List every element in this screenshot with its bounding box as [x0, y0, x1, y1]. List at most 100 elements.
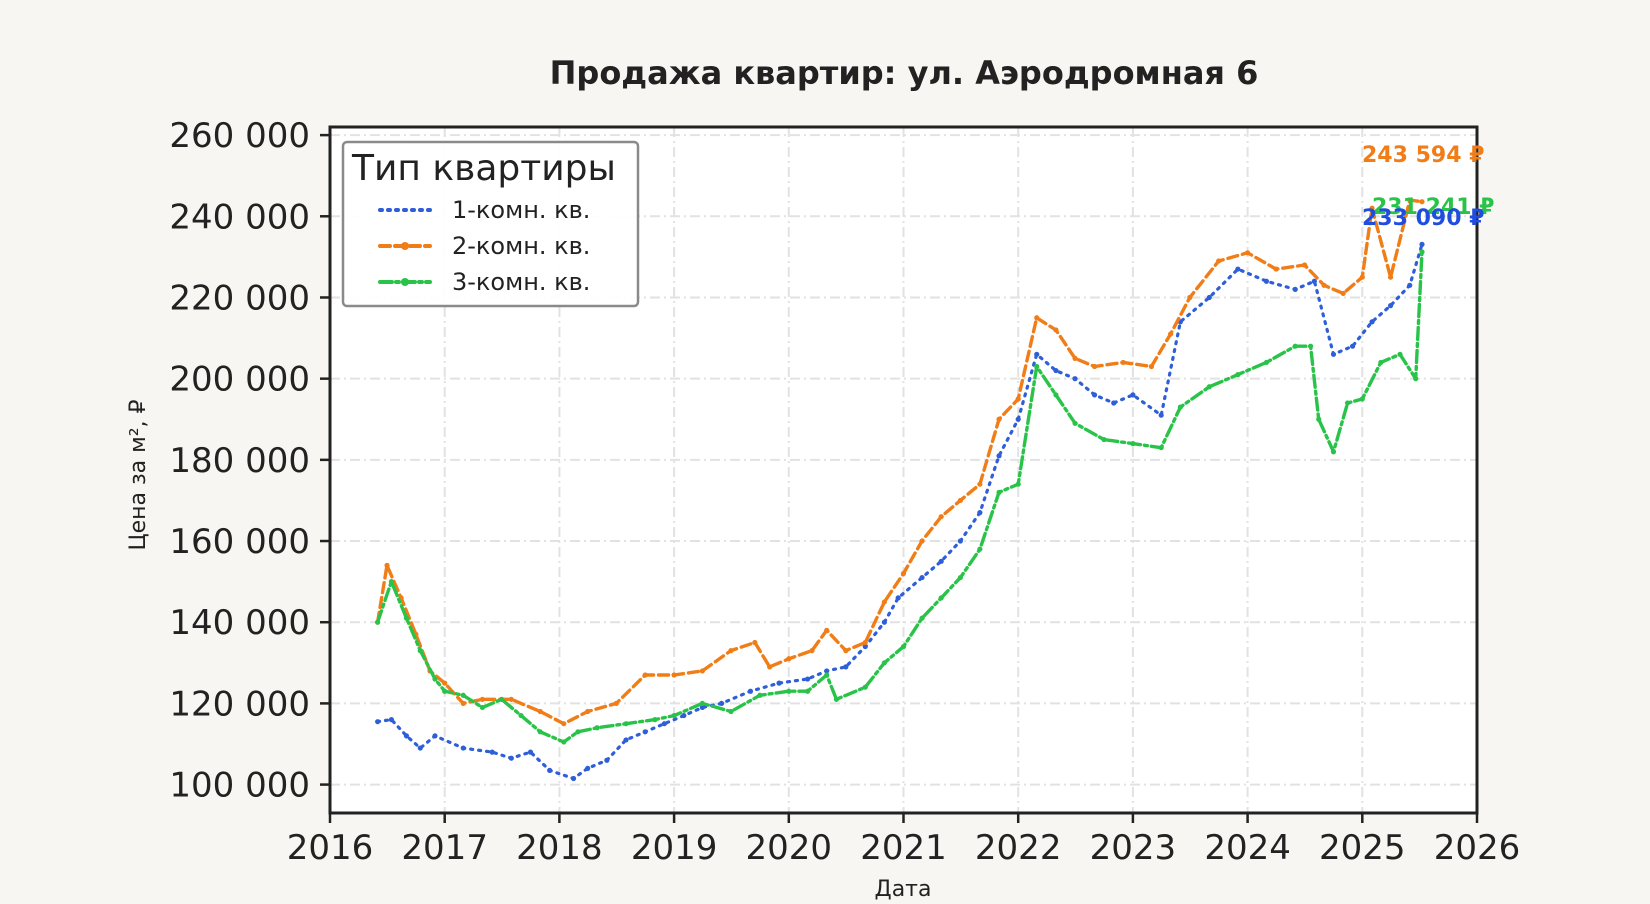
series-point-1 [489, 749, 495, 755]
legend-label-3: 3-комн. кв. [452, 268, 590, 296]
y-tick-label: 220 000 [169, 278, 310, 318]
series-point-2 [1302, 262, 1308, 268]
series-point-3 [417, 648, 423, 654]
series-point-3 [1015, 481, 1021, 487]
series-point-3 [1419, 249, 1425, 255]
series-point-3 [728, 708, 734, 715]
x-tick-label: 2023 [1090, 828, 1177, 868]
end-labels: 243 594 ₽ 231 241 ₽233 090 ₽ [1362, 143, 1494, 231]
series-point-1 [1387, 303, 1394, 309]
x-tick-label: 2020 [746, 828, 833, 868]
series-point-3 [460, 692, 466, 698]
series-point-2 [1034, 315, 1040, 321]
series-point-3 [479, 704, 486, 711]
series-point-2 [442, 680, 448, 686]
series-point-1 [1091, 392, 1098, 398]
series-point-1 [862, 643, 868, 650]
series-point-1 [432, 733, 438, 739]
series-point-3 [900, 643, 907, 650]
series-point-3 [1101, 436, 1107, 443]
series-point-3 [957, 574, 963, 581]
series-point-3 [537, 729, 543, 735]
series-point-1 [547, 767, 553, 773]
series-point-2 [1015, 396, 1021, 402]
series-point-3 [561, 739, 567, 745]
series-point-3 [786, 688, 792, 694]
series-point-3 [1177, 404, 1183, 410]
series-point-1 [570, 775, 577, 782]
series-point-1 [1349, 343, 1356, 349]
series-point-1 [1292, 286, 1298, 292]
series-point-2 [900, 570, 907, 577]
series-point-2 [1369, 205, 1375, 211]
series-point-2 [824, 627, 830, 633]
series-point-1 [957, 538, 963, 544]
y-tick-label: 200 000 [169, 360, 310, 400]
series-point-3 [1344, 400, 1351, 406]
end-value-label: 233 090 ₽ [1362, 206, 1484, 231]
series-point-2 [786, 656, 792, 662]
series-point-1 [843, 664, 849, 670]
series-point-2 [1053, 327, 1059, 333]
series-point-2 [699, 668, 705, 674]
series-point-2 [1187, 294, 1193, 301]
x-tick-label: 2019 [631, 828, 718, 868]
series-point-3 [824, 672, 830, 678]
series-point-3 [1330, 449, 1337, 455]
series-point-2 [1245, 250, 1251, 256]
series-point-2 [1148, 363, 1155, 370]
series-point-3 [1206, 384, 1212, 390]
series-point-3 [652, 717, 658, 723]
series-point-2 [460, 700, 466, 707]
series-point-1 [977, 510, 983, 516]
series-point-1 [1206, 294, 1212, 301]
series-point-2 [938, 514, 944, 520]
legend-box [341, 140, 640, 308]
series-point-2 [809, 648, 815, 654]
series-point-1 [661, 721, 667, 727]
series-point-1 [1369, 319, 1375, 325]
series-point-2 [508, 696, 514, 702]
series-point-1 [1419, 241, 1425, 247]
series-point-1 [1015, 416, 1021, 422]
series-point-1 [460, 745, 466, 751]
series-point-2 [881, 599, 887, 605]
series-point-3 [518, 712, 524, 719]
end-value-label: 243 594 ₽ [1362, 143, 1484, 168]
y-tick-label: 180 000 [169, 441, 310, 481]
series-point-2 [957, 497, 963, 504]
series-point-1 [623, 737, 629, 743]
series-point-2 [752, 639, 758, 646]
axes: 2016 2017 2018 2019 2020 2021 2022 2023 2024 2025… [169, 116, 1520, 868]
series-point-2 [1072, 355, 1078, 361]
series-point-1 [1330, 351, 1337, 357]
y-tick-label: 260 000 [169, 116, 310, 156]
series-point-1 [938, 558, 944, 564]
series-point-2 [843, 648, 849, 654]
series-point-2 [1359, 274, 1365, 280]
series-point-1 [996, 453, 1002, 459]
series-point-2 [1419, 199, 1425, 205]
series-point-2 [384, 562, 390, 568]
y-tick-label: 120 000 [169, 684, 310, 724]
chart-title: Продажа квартир: ул. Аэродромная 6 [550, 54, 1259, 92]
series-point-2 [728, 648, 734, 654]
series-point-3 [671, 712, 677, 719]
series-point-2 [613, 700, 619, 707]
series-point-3 [996, 489, 1002, 495]
series-point-2 [642, 672, 648, 678]
series-point-2 [1273, 266, 1279, 272]
series-point-3 [375, 619, 381, 625]
series-point-1 [824, 668, 830, 674]
series-point-2 [862, 639, 868, 646]
series-point-2 [1168, 331, 1174, 337]
series-point-1 [718, 700, 725, 707]
series-point-1 [417, 745, 423, 751]
x-axis-label: Дата [875, 877, 932, 900]
y-tick-label: 240 000 [169, 197, 310, 237]
series-point-1 [699, 704, 705, 711]
x-tick-label: 2016 [287, 828, 374, 868]
legend: Тип квартиры 1-комн. кв. 2-комн. кв. 3-ком… [341, 140, 640, 308]
series-point-1 [776, 680, 782, 686]
series-point-1 [1072, 376, 1078, 382]
